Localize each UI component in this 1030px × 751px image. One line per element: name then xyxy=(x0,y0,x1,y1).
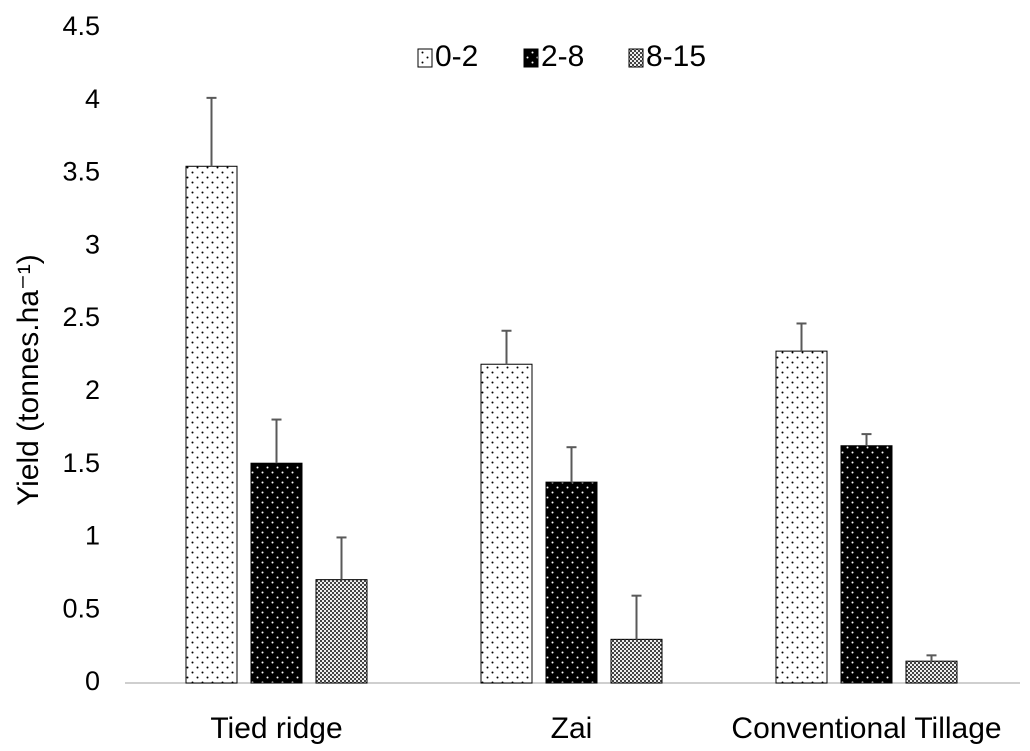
bar xyxy=(480,363,533,684)
error-bar xyxy=(271,418,282,464)
error-bar xyxy=(566,446,577,483)
error-bar xyxy=(336,536,347,580)
bar xyxy=(775,350,828,684)
legend-label: 8-15 xyxy=(646,40,706,73)
y-tick-label: 4 xyxy=(85,84,100,114)
y-tick-label: 1.5 xyxy=(62,448,100,478)
x-tick-label: Tied ridge xyxy=(210,712,342,745)
x-tick-label: Zai xyxy=(551,712,593,745)
y-tick-label: 1 xyxy=(85,521,100,551)
error-bar xyxy=(796,322,807,352)
y-tick-label: 2.5 xyxy=(62,302,100,332)
legend-label: 2-8 xyxy=(541,40,584,73)
legend-swatch xyxy=(628,48,644,68)
bar xyxy=(610,638,663,684)
error-bar xyxy=(206,96,217,167)
y-tick-label: 0 xyxy=(85,666,100,696)
y-tick-label: 0.5 xyxy=(62,593,100,623)
error-bar xyxy=(926,654,937,662)
error-bar xyxy=(861,433,872,446)
bar xyxy=(545,481,598,684)
error-bar xyxy=(501,329,512,365)
y-tick-label: 4.5 xyxy=(62,11,100,41)
y-tick-label: 3.5 xyxy=(62,157,100,187)
legend-label: 0-2 xyxy=(435,40,478,73)
bar xyxy=(315,579,368,684)
bar xyxy=(185,165,238,684)
legend-swatch xyxy=(523,48,539,68)
y-axis-label: Yield (tonnes.ha⁻¹) xyxy=(12,254,45,506)
bar xyxy=(250,462,303,684)
bar xyxy=(905,660,958,684)
error-bar xyxy=(631,594,642,640)
bar xyxy=(840,445,893,684)
y-tick-label: 2 xyxy=(85,375,100,405)
y-tick-label: 3 xyxy=(85,229,100,259)
x-tick-label: Conventional Tillage xyxy=(731,712,1001,745)
legend-swatch xyxy=(417,48,433,68)
